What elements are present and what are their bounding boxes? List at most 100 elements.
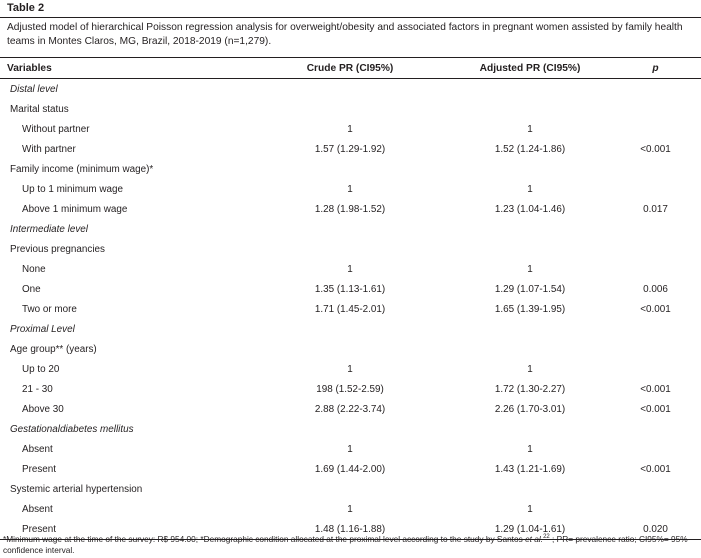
row-label: With partner — [22, 143, 76, 155]
crude-pr-cell: 1 — [347, 503, 353, 515]
table-row: Up to 20 1 1 — [0, 359, 701, 379]
p-value-cell — [610, 479, 701, 499]
crude-pr-cell — [250, 79, 450, 100]
adjusted-pr-cell: 1 — [527, 503, 533, 515]
crude-pr-cell — [250, 219, 450, 239]
p-value-cell: 0.020 — [610, 519, 701, 540]
adjusted-pr-cell — [450, 419, 610, 439]
crude-pr-cell: 1.57 (1.29-1.92) — [314, 143, 386, 155]
table-row: Intermediate level — [0, 219, 701, 239]
adjusted-pr-cell: 1.29 (1.04-1.61) — [450, 519, 610, 540]
table-footnote: *Minimum wage at the time of the survey:… — [3, 532, 698, 557]
adjusted-pr-cell: 1 — [527, 263, 533, 275]
crude-pr-cell — [250, 339, 450, 359]
p-value-cell — [610, 179, 701, 199]
adjusted-pr-cell: 1.72 (1.30-2.27) — [494, 383, 566, 395]
table-row: Present 1.48 (1.16-1.88) 1.29 (1.04-1.61) 0… — [0, 519, 701, 540]
p-value-cell — [610, 219, 701, 239]
adjusted-pr-cell: 1 — [527, 183, 533, 195]
adjusted-pr-cell: 1.29 (1.07-1.54) — [494, 283, 566, 295]
footnote-text-1: *Minimum wage at the time of the survey:… — [3, 533, 526, 544]
table-row: With partner 1.57 (1.29-1.92) 1.52 (1.24-1… — [0, 139, 701, 159]
crude-pr-cell: 2.88 (2.22-3.74) — [314, 403, 386, 415]
row-label: Absent — [22, 443, 53, 455]
footnote-reference: 22 — [543, 534, 550, 540]
table-body: Distal level Marital status Without partne… — [0, 79, 701, 540]
crude-pr-cell — [250, 479, 450, 499]
adjusted-pr-cell: 1 — [527, 123, 533, 135]
p-value-cell — [610, 339, 701, 359]
crude-pr-cell: 1.71 (1.45-2.01) — [314, 303, 386, 315]
row-label: None — [22, 263, 46, 275]
row-label: One — [22, 283, 41, 295]
table-row: Without partner 1 1 — [0, 119, 701, 139]
table-row: 21 - 30 198 (1.52-2.59) 1.72 (1.30-2.27) <0… — [0, 379, 701, 399]
crude-pr-cell — [250, 159, 450, 179]
row-label: 21 - 30 — [22, 383, 53, 395]
p-value-cell — [610, 259, 701, 279]
adjusted-pr-cell — [450, 479, 610, 499]
table-row: Gestationaldiabetes mellitus — [0, 419, 701, 439]
row-label: Present — [0, 519, 250, 540]
row-label: Family income (minimum wage)* — [10, 163, 154, 175]
crude-pr-cell: 1 — [347, 183, 353, 195]
table-row: Previous pregnancies — [0, 239, 701, 259]
p-value-cell: <0.001 — [640, 303, 671, 315]
p-value-cell — [610, 119, 701, 139]
table-row: Distal level — [0, 79, 701, 100]
row-label: Marital status — [10, 103, 69, 115]
adjusted-pr-cell: 1 — [527, 363, 533, 375]
adjusted-pr-cell — [450, 319, 610, 339]
table-title: Table 2 — [7, 2, 45, 14]
regression-table: Variables Crude PR (CI95%) Adjusted PR (… — [0, 58, 701, 540]
row-label: Present — [22, 463, 57, 475]
row-label: Up to 1 minimum wage — [22, 183, 123, 195]
table-header-row: Variables Crude PR (CI95%) Adjusted PR (… — [0, 58, 701, 79]
table-row: One 1.35 (1.13-1.61) 1.29 (1.07-1.54) 0.006 — [0, 279, 701, 299]
p-value-cell — [610, 79, 701, 100]
row-label: Intermediate level — [10, 223, 88, 235]
header-p-label: p — [652, 62, 659, 74]
p-value-cell: 0.017 — [643, 203, 668, 215]
crude-pr-cell: 1 — [347, 123, 353, 135]
crude-pr-cell: 198 (1.52-2.59) — [316, 383, 384, 395]
adjusted-pr-cell — [450, 239, 610, 259]
crude-pr-cell: 1 — [347, 443, 353, 455]
row-label: Above 1 minimum wage — [22, 203, 128, 215]
table-row: Family income (minimum wage)* — [0, 159, 701, 179]
row-label: Two or more — [22, 303, 77, 315]
table-row: Age group** (years) — [0, 339, 701, 359]
crude-pr-cell: 1.69 (1.44-2.00) — [314, 463, 386, 475]
header-adjusted-pr: Adjusted PR (CI95%) — [450, 58, 610, 79]
adjusted-pr-cell — [450, 79, 610, 100]
table-row: Absent 1 1 — [0, 499, 701, 519]
crude-pr-cell — [250, 419, 450, 439]
adjusted-pr-cell — [450, 339, 610, 359]
table-row: Two or more 1.71 (1.45-2.01) 1.65 (1.39-1.… — [0, 299, 701, 319]
table-row: Up to 1 minimum wage 1 1 — [0, 179, 701, 199]
row-label: Proximal Level — [10, 323, 75, 335]
adjusted-pr-cell: 1.43 (1.21-1.69) — [494, 463, 566, 475]
table-row: Marital status — [0, 99, 701, 119]
table-row: Present 1.69 (1.44-2.00) 1.43 (1.21-1.69) <… — [0, 459, 701, 479]
crude-pr-cell — [250, 239, 450, 259]
adjusted-pr-cell — [450, 99, 610, 119]
row-label: Up to 20 — [22, 363, 60, 375]
crude-pr-cell: 1 — [347, 363, 353, 375]
row-label: Gestationaldiabetes mellitus — [10, 423, 134, 435]
p-value-cell: <0.001 — [640, 403, 671, 415]
row-label: Above 30 — [22, 403, 64, 415]
p-value-cell — [610, 359, 701, 379]
crude-pr-cell: 1 — [347, 263, 353, 275]
p-value-cell — [610, 499, 701, 519]
p-value-cell: <0.001 — [640, 143, 671, 155]
crude-pr-cell — [250, 99, 450, 119]
adjusted-pr-cell: 1.23 (1.04-1.46) — [494, 203, 566, 215]
p-value-cell — [610, 419, 701, 439]
table-caption: Adjusted model of hierarchical Poisson r… — [0, 17, 701, 58]
footnote-text-2: ; PR= prevalence ratio; CI95%= 95% confi… — [3, 533, 688, 556]
row-label: Previous pregnancies — [10, 243, 105, 255]
p-value-cell: <0.001 — [640, 383, 671, 395]
table-row: Systemic arterial hypertension — [0, 479, 701, 499]
